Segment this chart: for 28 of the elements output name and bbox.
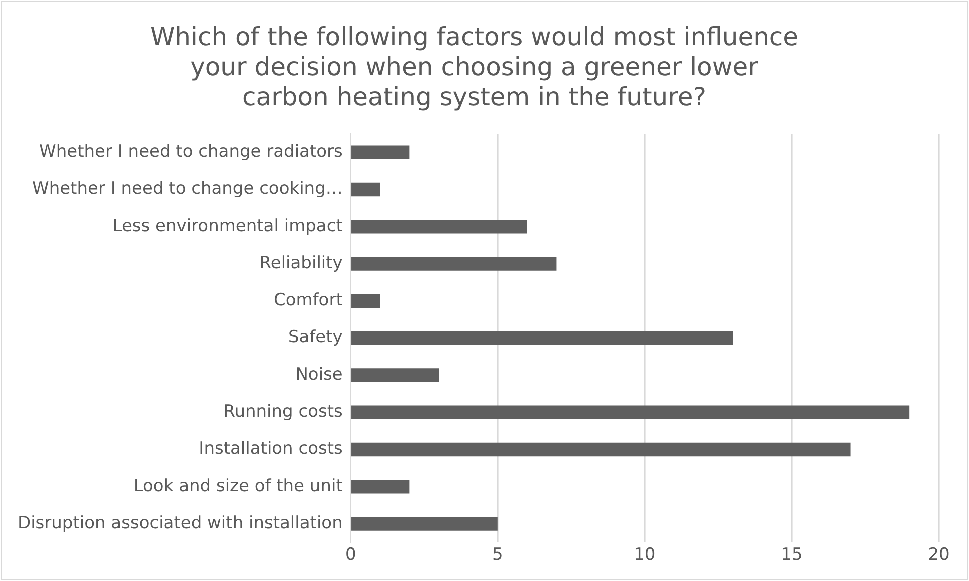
bar [352,517,498,531]
x-tick-label: 10 [634,545,656,566]
y-tick-label: Less environmental impact [112,216,344,236]
y-tick-label: Look and size of the unit [134,476,344,496]
y-tick-label: Disruption associated with installation [18,513,343,534]
bar [352,406,910,420]
bar [352,146,410,160]
x-tick-label: 5 [492,545,504,566]
x-tick-label: 20 [928,545,950,566]
x-tick-label: 15 [781,545,803,566]
bar [352,182,380,197]
y-tick-label: Reliability [260,253,343,274]
bar [352,331,734,346]
y-tick-label: Noise [296,364,343,385]
bar [352,442,851,457]
y-tick-label: Safety [288,328,343,348]
bar [352,220,528,234]
y-tick-label: Running costs [224,402,343,422]
bar [352,257,557,271]
bar [352,480,410,494]
bar [352,294,380,308]
y-tick-label: Installation costs [199,439,344,460]
y-tick-label: Comfort [274,290,344,311]
y-tick-label: Whether I need to change radiators [40,142,344,162]
bar [352,368,440,382]
chart-title: Which of the following factors would most influence your decision when choosing a greener lower carbon heating system in the future? [150,22,799,112]
x-tick-label: 0 [345,545,356,566]
y-tick-label: Whether I need to change cooking… [32,179,343,200]
